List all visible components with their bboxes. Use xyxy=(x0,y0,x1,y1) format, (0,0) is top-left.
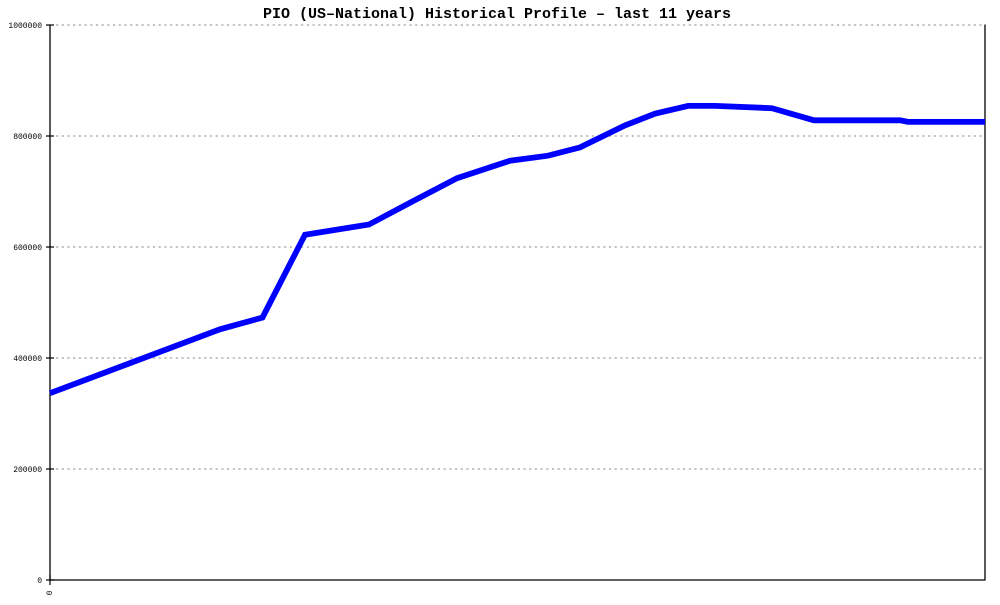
svg-text:600000: 600000 xyxy=(13,244,42,253)
svg-text:400000: 400000 xyxy=(13,355,42,364)
svg-text:800000: 800000 xyxy=(13,133,42,142)
svg-text:0: 0 xyxy=(37,577,42,586)
svg-text:200000: 200000 xyxy=(13,466,42,475)
svg-text:1000000: 1000000 xyxy=(8,22,42,31)
svg-text:PIO (US–National) Historical P: PIO (US–National) Historical Profile – l… xyxy=(263,6,731,23)
svg-text:0: 0 xyxy=(46,590,55,595)
